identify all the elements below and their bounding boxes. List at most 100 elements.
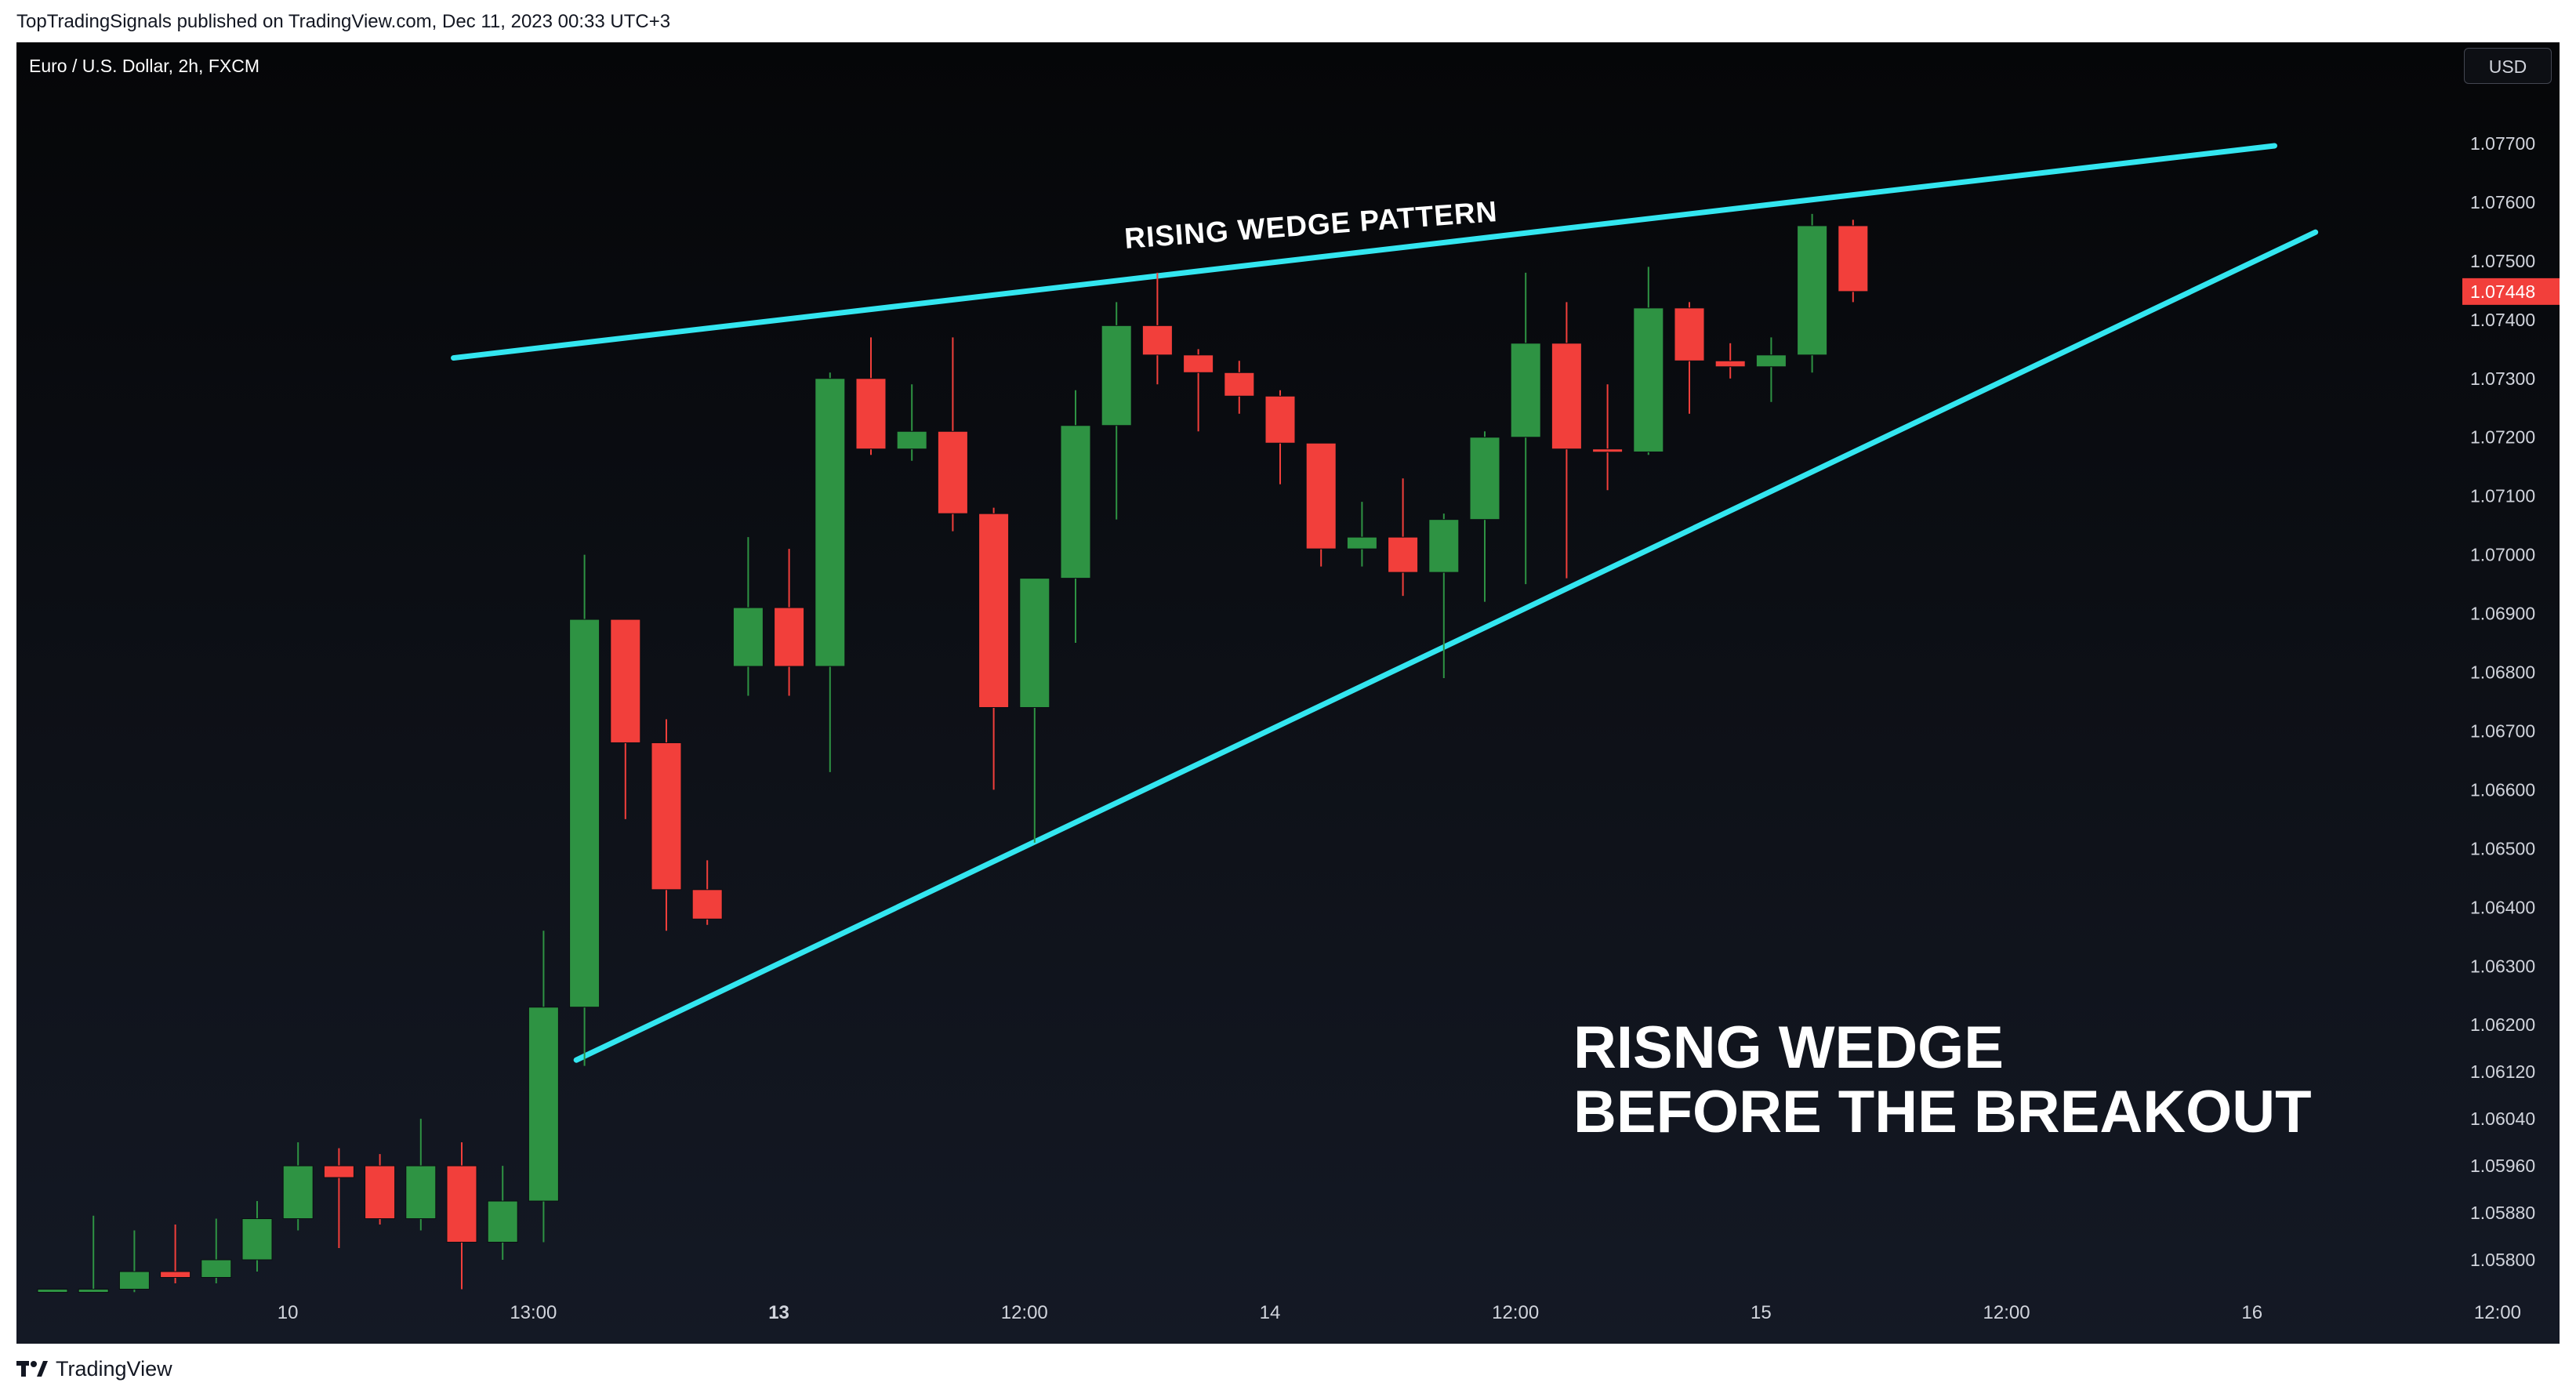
candle[interactable] [1633, 267, 1664, 455]
candle[interactable] [446, 1142, 477, 1290]
candle-body [1510, 343, 1541, 438]
candle-body [610, 619, 641, 743]
price-tick-label: 1.07100 [2470, 486, 2535, 506]
candle-body [1388, 536, 1419, 573]
candle[interactable] [1714, 343, 1746, 379]
candle[interactable] [323, 1148, 354, 1249]
headline-line-2: BEFORE THE BREAKOUT [1573, 1079, 2312, 1145]
price-tick-label: 1.06500 [2470, 838, 2535, 858]
time-tick-label: 13:00 [510, 1302, 557, 1323]
candle[interactable] [365, 1154, 396, 1225]
candle[interactable] [1592, 384, 1624, 491]
candle-body [160, 1271, 191, 1278]
price-tick-label: 1.06900 [2470, 604, 2535, 624]
price-tick-label: 1.06700 [2470, 720, 2535, 741]
publish-line: TopTradingSignals published on TradingVi… [16, 11, 671, 32]
candle-body [1674, 307, 1705, 361]
candle[interactable] [1755, 337, 1787, 402]
time-tick-label: 12:00 [2474, 1302, 2521, 1323]
headline: RISNG WEDGE BEFORE THE BREAKOUT [1573, 1016, 2312, 1145]
candle[interactable] [241, 1201, 273, 1272]
candle[interactable] [1305, 442, 1337, 567]
candle[interactable] [160, 1225, 191, 1283]
price-tick-label: 1.07300 [2470, 368, 2535, 389]
candle-body [855, 378, 887, 450]
candle[interactable] [1797, 213, 1828, 373]
candle-body [896, 430, 927, 450]
candle[interactable] [487, 1166, 518, 1260]
candle-body [528, 1007, 559, 1202]
candle-body [815, 378, 846, 667]
candle[interactable] [610, 619, 641, 819]
candle[interactable] [201, 1218, 232, 1283]
candle[interactable] [405, 1119, 437, 1231]
headline-line-1: RISNG WEDGE [1573, 1014, 2004, 1081]
candlestick-chart[interactable]: 1.07700 1.07600 1.07500 1.07400 1.07300 1.072… [16, 42, 2560, 1344]
price-tick-label: 1.06120 [2470, 1061, 2535, 1082]
chart-frame[interactable]: 1.07700 1.07600 1.07500 1.07400 1.07300 1.072… [16, 42, 2560, 1344]
candle[interactable] [1101, 302, 1132, 520]
price-tick-label: 1.06800 [2470, 662, 2535, 683]
candle[interactable] [118, 1230, 150, 1293]
candle-body [1469, 437, 1500, 521]
candle-body [78, 1288, 109, 1293]
price-tick-label: 1.06400 [2470, 897, 2535, 917]
candle-body [241, 1218, 273, 1261]
candle-body [937, 430, 968, 514]
candle[interactable] [528, 931, 559, 1243]
trendline-resistance[interactable] [451, 143, 2277, 361]
candle-body [201, 1259, 232, 1278]
candle[interactable] [1019, 578, 1050, 843]
trendline-support[interactable] [573, 229, 2319, 1063]
candle-body [569, 619, 600, 1008]
candle[interactable] [1551, 302, 1582, 579]
candle[interactable] [78, 1215, 109, 1293]
candle-body [691, 889, 723, 920]
candle[interactable] [1469, 431, 1500, 602]
candle-body [446, 1165, 477, 1243]
last-price-badge [2462, 278, 2560, 305]
footer-brand: TradingView [56, 1356, 172, 1381]
candle[interactable] [1060, 390, 1091, 644]
candle-body [118, 1271, 150, 1290]
candle[interactable] [815, 372, 846, 772]
candle[interactable] [855, 337, 887, 455]
candle[interactable] [1224, 361, 1255, 414]
candle[interactable] [1428, 513, 1460, 679]
candle[interactable] [1141, 272, 1173, 385]
candle-body [1346, 536, 1377, 550]
candle[interactable] [774, 549, 805, 696]
candle[interactable] [1838, 220, 1869, 303]
candle[interactable] [1510, 272, 1541, 585]
candle[interactable] [937, 337, 968, 532]
time-tick-label: 13 [768, 1302, 789, 1323]
candle[interactable] [1388, 478, 1419, 597]
candle-body [487, 1200, 518, 1243]
candle-body [651, 742, 682, 891]
candle[interactable] [569, 554, 600, 1066]
currency-button[interactable]: USD [2464, 48, 2552, 84]
time-tick-label: 14 [1260, 1302, 1281, 1323]
candle-body [1183, 354, 1214, 373]
candle[interactable] [1183, 349, 1214, 432]
price-tick-label: 1.06200 [2470, 1014, 2535, 1035]
candle[interactable] [732, 537, 764, 696]
candle-body [1224, 372, 1255, 397]
time-tick-label: 12:00 [1001, 1302, 1048, 1323]
candle[interactable] [691, 860, 723, 925]
symbol-label: Euro / U.S. Dollar, 2h, FXCM [29, 56, 259, 76]
candle[interactable] [282, 1142, 314, 1231]
time-tick-label: 16 [2241, 1302, 2262, 1323]
price-tick-label: 1.07200 [2470, 427, 2535, 448]
candle[interactable] [651, 719, 682, 931]
candle-body [1838, 225, 1869, 292]
candle[interactable] [1264, 390, 1296, 484]
candle[interactable] [896, 384, 927, 461]
price-tick-label: 1.05800 [2470, 1250, 2535, 1270]
candle[interactable] [1346, 502, 1377, 567]
candle[interactable] [1674, 302, 1705, 414]
candle[interactable] [978, 507, 1010, 790]
price-tick-label: 1.06300 [2470, 956, 2535, 976]
candle[interactable] [37, 1288, 68, 1293]
candle-body [1101, 325, 1132, 426]
